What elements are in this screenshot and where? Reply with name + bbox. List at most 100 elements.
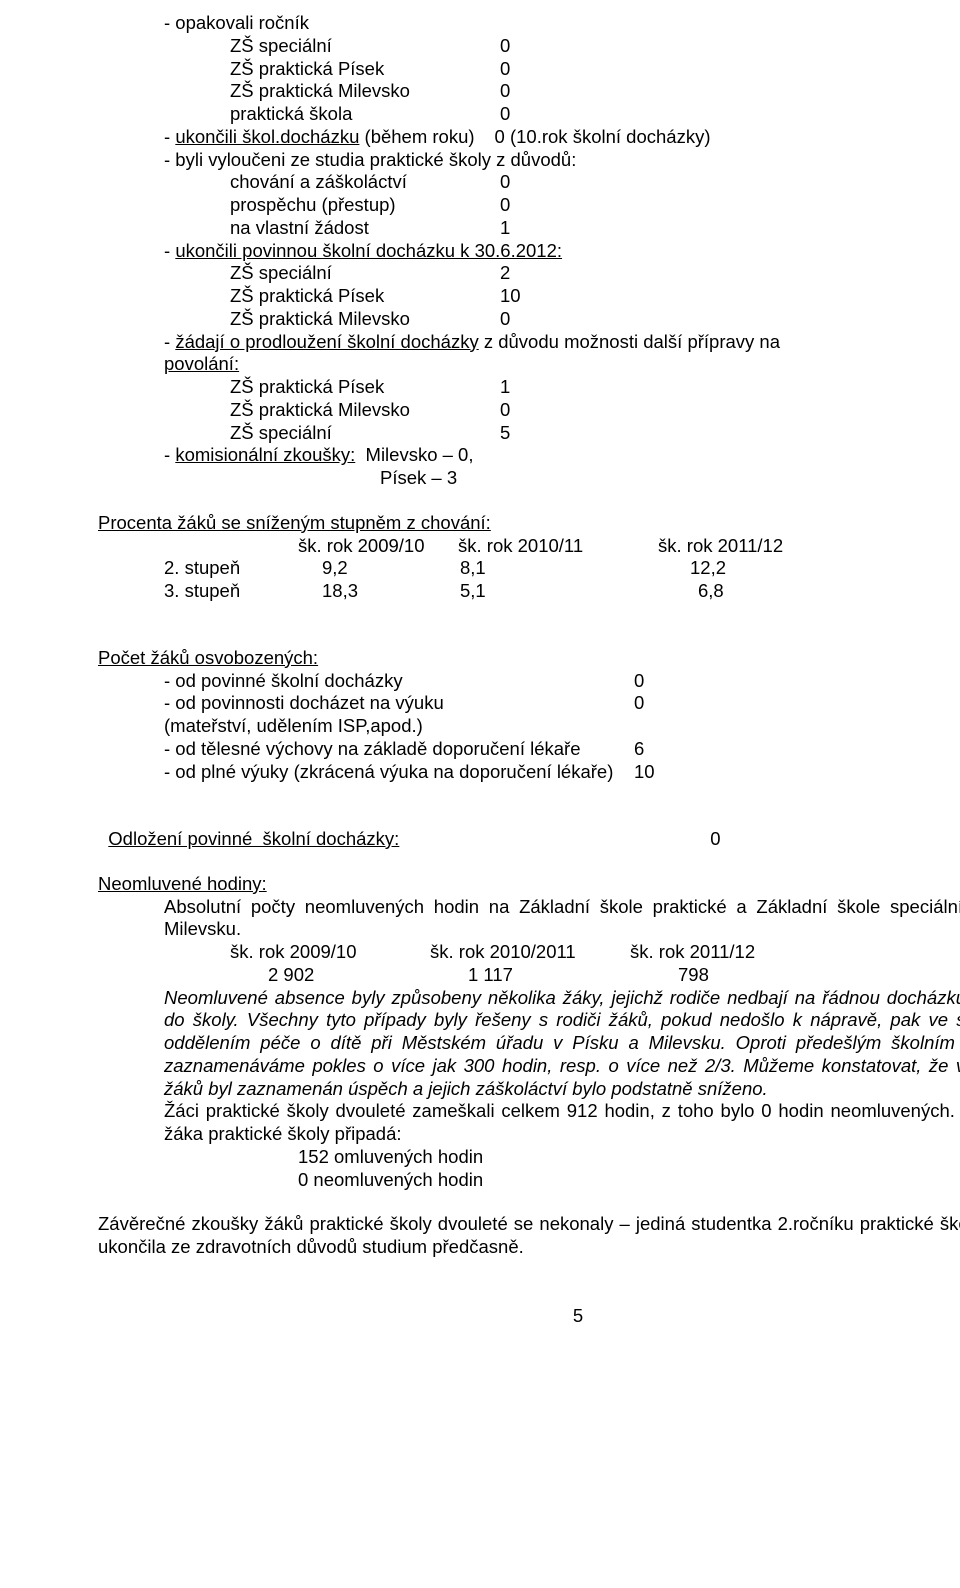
section-procenta: Procenta žáků se sníženým stupněm z chov… <box>98 512 960 603</box>
table-row: 2. stupeň9,28,112,2 <box>98 557 960 580</box>
line: (mateřství, udělením ISP,apod.) <box>98 715 960 738</box>
val: 5 <box>500 422 510 443</box>
line: prospěchu (přestup)0 <box>98 194 960 217</box>
val: 0 <box>500 171 510 192</box>
line: ZŠ praktická Milevsko0 <box>98 399 960 422</box>
line: ZŠ praktická Písek1 <box>98 376 960 399</box>
val: 0 (10.rok školní docházky) <box>495 126 711 147</box>
txt: - byli vyloučeni ze studia praktické ško… <box>164 149 576 170</box>
txt: ukončili škol.docházku <box>175 126 359 147</box>
section-opakovali: - opakovali ročník ZŠ speciální0 ZŠ prak… <box>98 12 960 490</box>
txt: Žáci praktické školy dvouleté zameškali … <box>164 1100 960 1144</box>
val: 2 <box>500 262 510 283</box>
line: - od tělesné výchovy na základě doporuče… <box>98 738 960 761</box>
label: ZŠ praktická Písek <box>230 285 500 308</box>
section-osvobozenych: Počet žáků osvobozených: - od povinné šk… <box>98 647 960 784</box>
val: 0 <box>500 308 510 329</box>
txt: ukončili povinnou školní docházku k 30.6… <box>175 240 562 261</box>
val: 6 <box>634 738 644 759</box>
txt: povolání: <box>164 353 239 374</box>
col: šk. rok 2009/10 <box>298 535 458 558</box>
col: 5,1 <box>460 580 698 603</box>
line: - opakovali ročník <box>98 12 960 35</box>
label: ZŠ speciální <box>230 422 500 445</box>
col: 2. stupeň <box>164 557 322 580</box>
txt: Závěrečné zkoušky žáků praktické školy d… <box>98 1213 960 1257</box>
table-row: 2 9021 117798 <box>98 964 960 987</box>
line: Písek – 3 <box>98 467 960 490</box>
line: ZŠ praktická Písek0 <box>98 58 960 81</box>
line: - žádají o prodloužení školní docházky z… <box>98 331 960 354</box>
col: 2 902 <box>268 964 468 987</box>
page-number: 5 <box>98 1305 960 1328</box>
txt: (mateřství, udělením ISP,apod.) <box>164 715 423 736</box>
line: - komisionální zkoušky: Milevsko – 0, <box>98 444 960 467</box>
heading: Procenta žáků se sníženým stupněm z chov… <box>98 512 960 535</box>
line: ZŠ praktická Milevsko0 <box>98 308 960 331</box>
col: šk. rok 2009/10 <box>230 941 430 964</box>
label: - od povinné školní docházky <box>164 670 634 693</box>
dash: - <box>164 126 175 147</box>
line: chování a záškoláctví0 <box>98 171 960 194</box>
txt: Neomluvené absence byly způsobeny několi… <box>164 987 960 1099</box>
val: 10 <box>634 761 655 782</box>
section-odlozeni: Odložení povinné školní docházky:0 <box>98 805 960 851</box>
val: 1 <box>500 376 510 397</box>
col: 9,2 <box>322 557 460 580</box>
label: - od tělesné výchovy na základě doporuče… <box>164 738 634 761</box>
col: 8,1 <box>460 557 690 580</box>
label: prospěchu (přestup) <box>230 194 500 217</box>
col: šk. rok 2010/11 <box>458 535 658 558</box>
dash: - <box>164 240 175 261</box>
line: ZŠ speciální0 <box>98 35 960 58</box>
paragraph: Absolutní počty neomluvených hodin na Zá… <box>98 896 960 942</box>
col: 6,8 <box>698 580 724 601</box>
dash: - <box>164 444 175 465</box>
table-row: šk. rok 2009/10šk. rok 2010/11šk. rok 20… <box>98 535 960 558</box>
col: šk. rok 2011/12 <box>658 535 783 556</box>
paragraph-italic: Neomluvené absence byly způsobeny několi… <box>98 987 960 1101</box>
label: ZŠ speciální <box>230 262 500 285</box>
table-row: 3. stupeň18,35,16,8 <box>98 580 960 603</box>
label: ZŠ praktická Písek <box>230 58 500 81</box>
table-row: šk. rok 2009/10šk. rok 2010/2011šk. rok … <box>98 941 960 964</box>
dash: - <box>164 331 175 352</box>
val: 0 <box>500 399 510 420</box>
txt: Počet žáků osvobozených: <box>98 647 318 668</box>
line: ZŠ speciální2 <box>98 262 960 285</box>
label: praktická škola <box>230 103 500 126</box>
val: 0 <box>500 103 510 124</box>
line: - ukončili škol.docházku (během roku)0 (… <box>98 126 960 149</box>
line: 0 neomluvených hodin <box>98 1169 960 1192</box>
label: chování a záškoláctví <box>230 171 500 194</box>
col: 18,3 <box>322 580 460 603</box>
label: Odložení povinné školní docházky: <box>108 828 710 851</box>
col: 3. stupeň <box>164 580 322 603</box>
col: 12,2 <box>690 557 726 578</box>
val: 10 <box>500 285 521 306</box>
val: 0 <box>500 194 510 215</box>
paragraph: Žáci praktické školy dvouleté zameškali … <box>98 1100 960 1146</box>
label: ZŠ praktická Milevsko <box>230 399 500 422</box>
col: 798 <box>678 964 709 985</box>
line: - od povinnosti docházet na výuku0 <box>98 692 960 715</box>
heading: Neomluvené hodiny: <box>98 873 960 896</box>
col: 1 117 <box>468 964 678 987</box>
val: 0 <box>500 35 510 56</box>
line: povolání: <box>98 353 960 376</box>
txt: Milevsko – 0, <box>355 444 473 465</box>
heading: Počet žáků osvobozených: <box>98 647 960 670</box>
line: 152 omluvených hodin <box>98 1146 960 1169</box>
txt: 152 omluvených hodin <box>298 1146 483 1167</box>
txt: Absolutní počty neomluvených hodin na Zá… <box>164 896 960 940</box>
label: na vlastní žádost <box>230 217 500 240</box>
label: - od plné výuky (zkrácená výuka na dopor… <box>164 761 634 784</box>
txt: - opakovali ročník <box>164 12 309 33</box>
line: praktická škola0 <box>98 103 960 126</box>
col: šk. rok 2011/12 <box>630 941 755 962</box>
txt: z důvodu možnosti další přípravy na <box>479 331 780 352</box>
val: 0 <box>500 80 510 101</box>
line: - byli vyloučeni ze studia praktické ško… <box>98 149 960 172</box>
txt: žádají o prodloužení školní docházky <box>175 331 478 352</box>
section-zaverecne: Závěrečné zkoušky žáků praktické školy d… <box>98 1213 960 1259</box>
